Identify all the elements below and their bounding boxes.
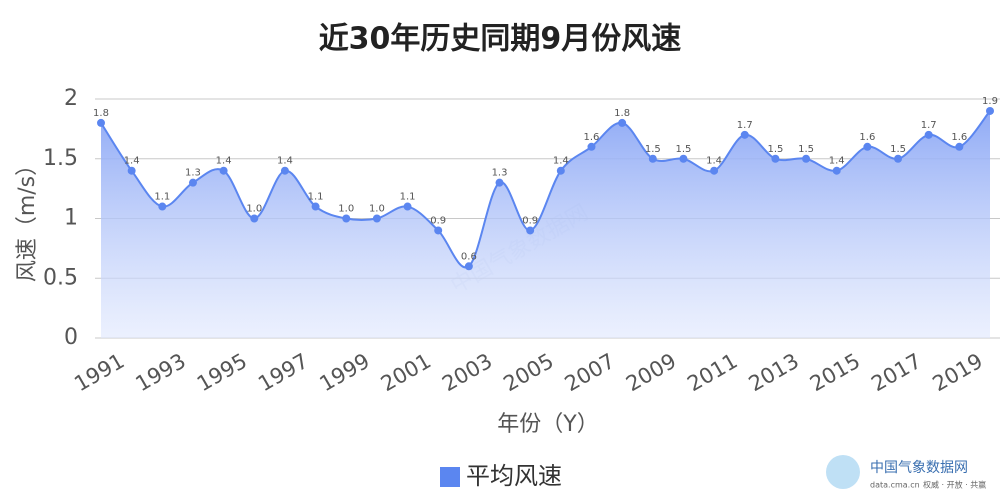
point	[97, 118, 105, 127]
watermark-slogan: 权威 · 开放 · 共赢	[923, 480, 986, 490]
point	[434, 226, 443, 235]
x-tick-label: 2003	[438, 349, 496, 397]
data-label: 1.7	[737, 120, 753, 131]
data-label: 1.8	[93, 108, 109, 119]
y-axis-label: 风速（m/s）	[15, 154, 40, 282]
data-label: 1.0	[369, 204, 385, 215]
data-label: 1.5	[767, 144, 783, 155]
y-tick-label: 1	[64, 206, 78, 231]
x-tick-label: 2009	[622, 349, 680, 397]
x-tick-label: 2019	[929, 349, 987, 397]
point	[679, 154, 688, 163]
x-tick-label: 2011	[683, 349, 741, 397]
data-label: 1.5	[890, 144, 906, 155]
data-label: 1.9	[982, 96, 998, 107]
y-tick-label: 0	[64, 325, 78, 350]
data-label: 0.9	[430, 215, 446, 226]
point	[740, 130, 749, 139]
point	[127, 166, 136, 175]
point	[587, 142, 596, 151]
point	[280, 166, 289, 175]
x-tick-label: 2017	[867, 349, 925, 397]
point	[219, 166, 228, 175]
data-label: 1.4	[124, 156, 140, 167]
legend-swatch	[440, 467, 460, 487]
point	[986, 106, 994, 115]
data-label: 1.5	[645, 144, 661, 155]
point	[464, 262, 473, 271]
data-label: 1.4	[706, 156, 722, 167]
point	[832, 166, 841, 175]
x-tick-label: 1995	[193, 349, 251, 397]
data-label: 1.6	[584, 132, 600, 143]
data-label: 1.7	[921, 120, 937, 131]
x-tick-label: 1999	[315, 349, 373, 397]
x-axis-label: 年份（Y）	[497, 412, 598, 437]
y-tick-label: 1.5	[43, 146, 78, 171]
watermark-site: data.cma.cn	[870, 481, 920, 490]
point	[342, 214, 351, 223]
x-tick-label: 2007	[561, 349, 619, 397]
data-label: 1.4	[553, 156, 569, 167]
point	[863, 142, 872, 151]
point	[618, 118, 627, 127]
point	[894, 154, 903, 163]
y-tick-label: 0.5	[43, 265, 78, 290]
x-tick-label: 2013	[745, 349, 803, 397]
watermark-name: 中国气象数据网	[870, 460, 968, 476]
legend-label: 平均风速	[466, 462, 562, 490]
data-label: 1.1	[308, 192, 324, 203]
x-tick-label: 1993	[132, 349, 190, 397]
point	[495, 178, 504, 187]
x-tick-label: 1991	[70, 349, 128, 397]
data-label: 1.5	[798, 144, 814, 155]
point	[802, 154, 811, 163]
point	[403, 202, 412, 211]
point	[250, 214, 259, 223]
point	[158, 202, 167, 211]
data-label: 1.0	[246, 204, 262, 215]
data-label: 1.1	[400, 192, 416, 203]
data-label: 1.4	[277, 156, 293, 167]
point	[372, 214, 381, 223]
point	[771, 154, 780, 163]
data-label: 1.0	[338, 204, 354, 215]
data-label: 0.6	[461, 251, 477, 262]
data-label: 1.5	[675, 144, 691, 155]
x-tick-label: 2005	[499, 349, 557, 397]
point	[188, 178, 197, 187]
point	[648, 154, 657, 163]
point	[924, 130, 933, 139]
data-label: 1.1	[154, 192, 170, 203]
x-tick-label: 2001	[377, 349, 435, 397]
watermark-logo	[826, 455, 860, 489]
data-label: 1.8	[614, 108, 630, 119]
y-tick-label: 2	[64, 86, 78, 111]
data-label: 1.4	[216, 156, 232, 167]
x-tick-label: 2015	[806, 349, 864, 397]
x-tick-label: 1997	[254, 349, 312, 397]
data-label: 1.3	[492, 168, 508, 179]
point	[556, 166, 565, 175]
data-label: 1.6	[951, 132, 967, 143]
data-label: 1.6	[859, 132, 875, 143]
point	[710, 166, 719, 175]
point	[955, 142, 964, 151]
data-label: 0.9	[522, 215, 538, 226]
point	[311, 202, 320, 211]
data-label: 1.4	[829, 156, 845, 167]
point	[526, 226, 535, 235]
area	[101, 110, 990, 338]
chart-title: 近30年历史同期9月份风速	[319, 22, 682, 57]
data-label: 1.3	[185, 168, 201, 179]
